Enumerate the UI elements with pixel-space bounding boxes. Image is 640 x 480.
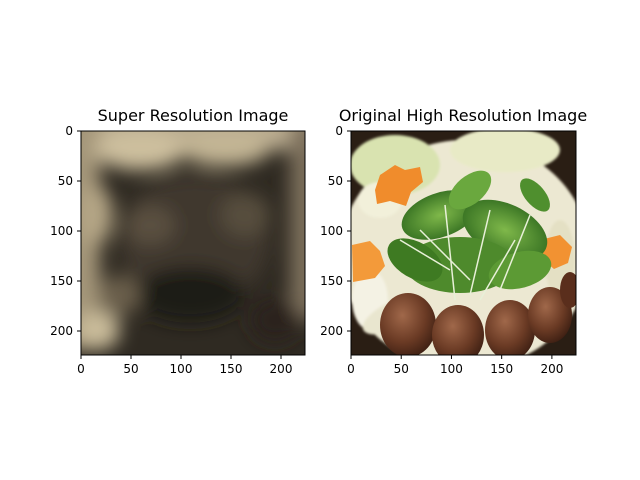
x-tick-label: 0 — [347, 362, 355, 376]
x-tick-label: 150 — [490, 362, 513, 376]
y-tick-label: 0 — [335, 124, 343, 138]
x-tick-label: 50 — [394, 362, 409, 376]
y-tick-label: 0 — [65, 124, 73, 138]
super-resolution-image — [81, 131, 305, 355]
y-tick-label: 150 — [320, 274, 343, 288]
original-image-panel: Original High Resolution Image — [320, 106, 587, 376]
x-tick-label: 200 — [540, 362, 563, 376]
y-tick-label: 200 — [320, 324, 343, 338]
y-tick-label: 100 — [320, 224, 343, 238]
y-tick-label: 50 — [58, 174, 73, 188]
original-image-ticks: 0 50 100 150 200 0 50 100 150 200 — [320, 124, 563, 376]
x-tick-label: 100 — [170, 362, 193, 376]
x-tick-label: 100 — [440, 362, 463, 376]
x-tick-label: 200 — [270, 362, 293, 376]
super-resolution-panel: Super Resolution Image — [50, 106, 306, 376]
y-tick-label: 150 — [50, 274, 73, 288]
super-resolution-axes-frame — [80, 130, 306, 356]
y-tick-label: 100 — [50, 224, 73, 238]
x-tick-label: 50 — [123, 362, 138, 376]
x-tick-label: 0 — [77, 362, 85, 376]
y-tick-label: 50 — [328, 174, 343, 188]
original-image-title: Original High Resolution Image — [339, 106, 587, 125]
y-tick-label: 200 — [50, 324, 73, 338]
x-tick-label: 150 — [220, 362, 243, 376]
original-image-axes-frame — [350, 130, 577, 356]
super-resolution-title: Super Resolution Image — [98, 106, 289, 125]
original-image — [351, 131, 576, 355]
super-resolution-ticks: 0 50 100 150 200 0 50 100 150 200 — [50, 124, 292, 376]
